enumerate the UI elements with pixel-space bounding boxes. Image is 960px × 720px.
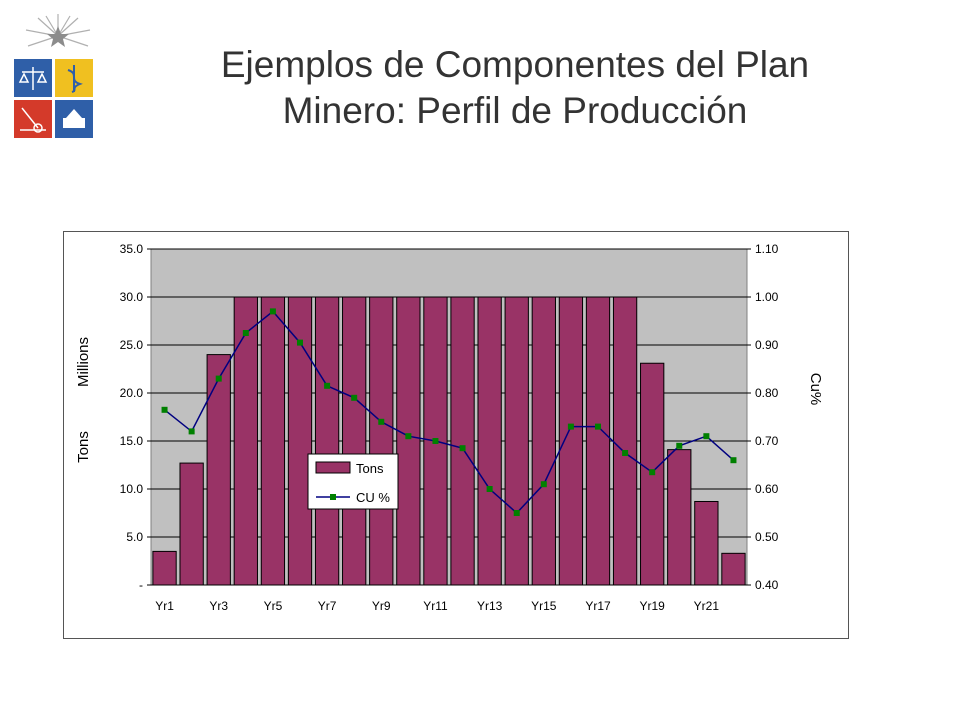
legend-swatch-cu-marker: [330, 494, 336, 500]
left-tick-label: 15.0: [120, 434, 144, 448]
bar-yr21: [694, 500, 719, 586]
left-tick-label: 25.0: [120, 338, 144, 352]
right-tick-label: 0.40: [755, 578, 779, 592]
x-tick-label: Yr19: [640, 599, 666, 613]
bar-yr7: [314, 296, 340, 586]
x-tick-label: Yr13: [477, 599, 503, 613]
left-tick-label: 20.0: [120, 386, 144, 400]
bars: [152, 296, 746, 586]
cu-point-yr21: [703, 433, 710, 440]
x-tick-label: Yr9: [372, 599, 391, 613]
cu-point-yr2: [188, 428, 195, 435]
bar-yr5: [260, 296, 286, 586]
chart-svg: - 5.0 10.0 15.0 20.0 25.0 30.0 35.0 0.40 0.50 0.6…: [75, 242, 824, 613]
x-tick-label: Yr7: [318, 599, 337, 613]
right-axis-ticks: 0.40 0.50 0.60 0.70 0.80 0.90 1.00 1.10: [747, 242, 779, 592]
left-tick-label: 30.0: [120, 290, 144, 304]
bar-yr12: [450, 296, 475, 586]
cu-point-yr22: [730, 457, 737, 464]
university-coat-of-arms-icon: [14, 14, 93, 138]
left-tick-label: 10.0: [120, 482, 144, 496]
bar-yr13: [477, 296, 502, 586]
right-tick-label: 0.90: [755, 338, 779, 352]
legend-label-cu: CU %: [356, 490, 390, 505]
cu-markers: [161, 308, 737, 516]
cu-point-yr15: [540, 481, 547, 488]
bar-yr10: [396, 296, 421, 586]
bar-yr20: [667, 449, 692, 586]
cu-point-yr14: [513, 510, 520, 516]
cu-point-yr20: [676, 442, 683, 449]
legend-label-tons: Tons: [356, 461, 384, 476]
x-tick-label: Yr1: [155, 599, 174, 613]
cu-point-yr6: [297, 339, 303, 346]
bar-yr15: [531, 296, 556, 586]
right-tick-label: 0.70: [755, 434, 779, 448]
cu-line: [164, 310, 734, 515]
cu-point-yr4: [242, 330, 249, 336]
x-tick-label: Yr15: [531, 599, 557, 613]
cu-point-yr11: [432, 438, 439, 444]
bar-yr2: [179, 462, 204, 586]
cu-point-yr10: [405, 433, 412, 440]
slide-title: Ejemplos de Componentes del Plan Minero:…: [150, 42, 880, 134]
cu-point-yr1: [161, 406, 168, 413]
bar-yr1: [152, 550, 177, 586]
y-right-label: Cu%: [807, 373, 824, 406]
production-profile-chart: - 5.0 10.0 15.0 20.0 25.0 30.0 35.0 0.40 0.50 0.6…: [63, 231, 849, 639]
cu-point-yr17: [595, 423, 601, 430]
cu-point-yr8: [351, 394, 358, 401]
legend: Tons CU %: [307, 453, 399, 510]
left-axis-ticks: - 5.0 10.0 15.0 20.0 25.0 30.0 35.0: [120, 242, 151, 592]
left-tick-label: 35.0: [120, 242, 144, 256]
x-tick-label: Yr17: [585, 599, 611, 613]
bar-yr9: [369, 296, 394, 586]
cu-series-line: [164, 310, 734, 515]
x-tick-label: Yr5: [264, 599, 283, 613]
cu-point-yr12: [459, 445, 466, 452]
right-tick-label: 0.80: [755, 386, 779, 400]
y-left-label-millions: Millions: [75, 337, 92, 387]
cu-point-yr9: [378, 418, 385, 425]
left-tick-label: -: [139, 578, 143, 592]
cu-point-yr13: [486, 486, 493, 492]
bar-yr3: [206, 354, 231, 586]
right-tick-label: 0.50: [755, 530, 779, 544]
cu-point-yr16: [567, 423, 574, 430]
right-tick-label: 1.10: [755, 242, 779, 256]
star-icon: [47, 26, 69, 47]
x-axis-ticks: Yr1 Yr3 Yr5 Yr7 Yr9 Yr11 Yr13 Yr15 Yr17 Yr19 Yr21: [151, 584, 747, 613]
title-line-1: Ejemplos de Componentes del Plan: [220, 44, 810, 85]
right-tick-label: 0.60: [755, 482, 779, 496]
cu-point-yr7: [324, 382, 331, 389]
shield: [14, 59, 93, 138]
x-tick-label: Yr21: [694, 599, 720, 613]
cu-point-yr18: [622, 450, 629, 456]
cu-point-yr19: [649, 469, 656, 476]
right-tick-label: 1.00: [755, 290, 779, 304]
bar-yr4: [233, 296, 258, 586]
cu-point-yr3: [215, 375, 222, 382]
left-tick-label: 5.0: [126, 530, 143, 544]
y-left-label-tons: Tons: [75, 431, 92, 463]
cu-point-yr5: [269, 308, 276, 315]
x-tick-label: Yr11: [423, 599, 448, 613]
bar-yr18: [612, 296, 638, 586]
x-tick-label: Yr3: [209, 599, 228, 613]
bar-yr8: [342, 296, 367, 586]
bar-yr17: [585, 296, 611, 586]
legend-swatch-tons: [315, 461, 351, 474]
bar-yr14: [504, 296, 529, 586]
bar-yr16: [558, 296, 584, 586]
bar-yr22: [721, 552, 746, 586]
title-line-2: Minero: Perfil de Producción: [282, 90, 748, 131]
